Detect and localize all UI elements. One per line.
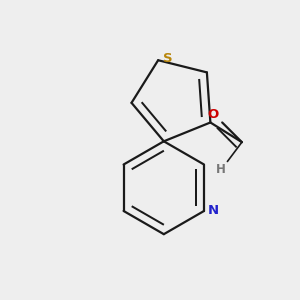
Text: H: H xyxy=(216,163,226,176)
Text: O: O xyxy=(207,108,218,121)
Text: S: S xyxy=(163,52,172,65)
Text: N: N xyxy=(208,205,219,218)
